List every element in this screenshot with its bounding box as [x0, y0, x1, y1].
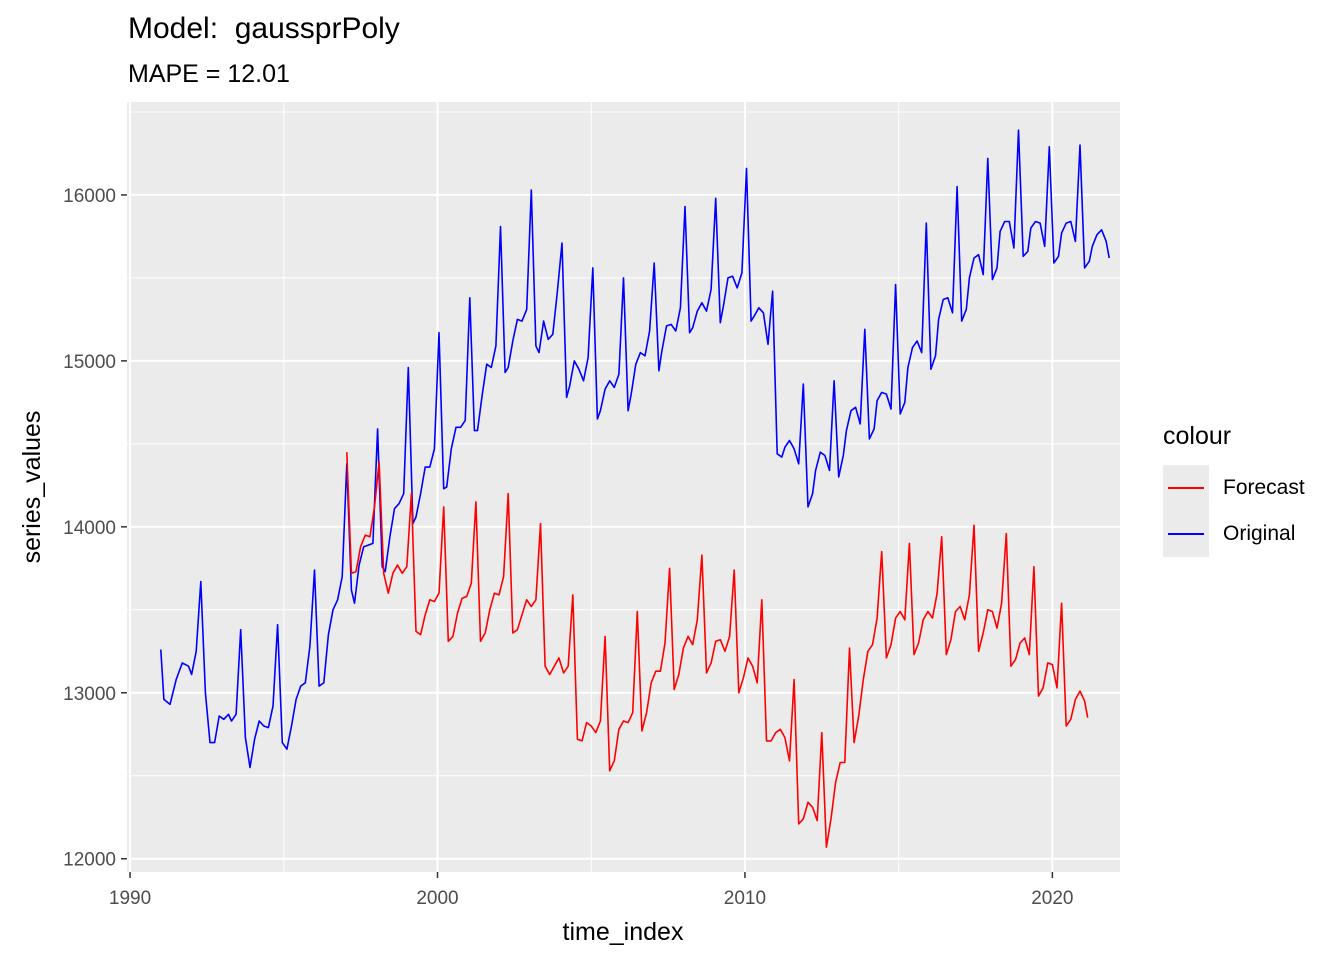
plot-panel — [127, 102, 1120, 872]
y-tick-label: 13000 — [63, 684, 116, 705]
y-tick-label: 15000 — [63, 352, 116, 373]
x-tick-label: 1990 — [109, 888, 151, 909]
x-tick-label: 2000 — [416, 888, 458, 909]
legend-label-forecast: Forecast — [1223, 476, 1305, 499]
legend-title: colour — [1163, 422, 1232, 450]
x-axis-label: time_index — [563, 918, 684, 946]
legend-key-original — [1163, 511, 1209, 557]
y-tick-label: 14000 — [63, 518, 116, 539]
x-tick-label: 2010 — [724, 888, 766, 909]
y-axis-label: series_values — [18, 411, 46, 564]
legend-line-original — [1168, 533, 1204, 535]
legend-label-original: Original — [1223, 522, 1296, 545]
legend-key-forecast — [1163, 465, 1209, 511]
y-tick-label: 12000 — [63, 850, 116, 871]
legend-line-forecast — [1168, 487, 1204, 489]
chart-title: Model: gaussprPoly — [128, 12, 400, 45]
y-tick-label: 16000 — [63, 186, 116, 207]
axis-layer: 1990 2000 2010 2020 12000 13000 14000 15000 1600… — [63, 186, 1073, 909]
x-tick-label: 2020 — [1031, 888, 1073, 909]
series-layer — [160, 129, 1110, 848]
series-line-original — [160, 129, 1110, 769]
series-line-forecast — [346, 452, 1089, 848]
chart-subtitle: MAPE = 12.01 — [128, 60, 290, 88]
